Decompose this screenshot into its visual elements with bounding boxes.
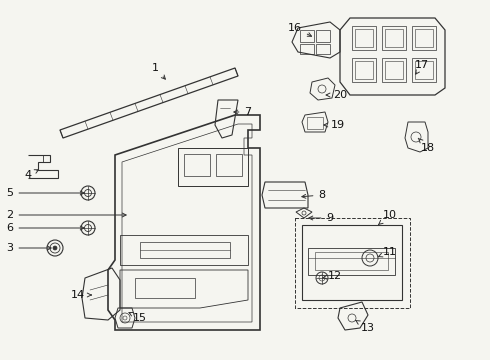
Bar <box>216 154 242 176</box>
Bar <box>385 61 403 79</box>
Bar <box>382 58 406 82</box>
Bar <box>355 61 373 79</box>
Text: 15: 15 <box>129 312 147 323</box>
Text: 1: 1 <box>151 63 165 79</box>
Bar <box>300 30 314 42</box>
Text: 14: 14 <box>71 290 91 300</box>
Bar <box>316 30 330 42</box>
Bar <box>295 218 410 308</box>
Text: 3: 3 <box>6 243 51 253</box>
Bar <box>415 61 433 79</box>
Text: 4: 4 <box>24 170 39 180</box>
Bar <box>382 26 406 50</box>
Bar <box>316 44 330 54</box>
Text: 17: 17 <box>415 60 429 74</box>
Text: 12: 12 <box>322 271 342 281</box>
Text: 16: 16 <box>288 23 312 36</box>
Text: 6: 6 <box>6 223 84 233</box>
Text: 20: 20 <box>326 90 347 100</box>
Text: 19: 19 <box>324 120 345 130</box>
Bar <box>307 117 323 129</box>
Text: 18: 18 <box>418 138 435 153</box>
Text: 9: 9 <box>309 213 334 223</box>
Text: 5: 5 <box>6 188 84 198</box>
Text: 8: 8 <box>302 190 325 200</box>
Bar <box>385 29 403 47</box>
Text: 7: 7 <box>234 107 251 117</box>
Bar <box>178 148 248 186</box>
Circle shape <box>53 246 57 250</box>
Text: 10: 10 <box>378 210 397 225</box>
Bar <box>300 44 314 54</box>
Bar <box>184 154 210 176</box>
Text: 13: 13 <box>356 320 375 333</box>
Bar <box>412 26 436 50</box>
Bar <box>415 29 433 47</box>
Text: 11: 11 <box>378 247 397 257</box>
Bar <box>412 58 436 82</box>
Text: 2: 2 <box>6 210 126 220</box>
Bar <box>355 29 373 47</box>
Bar <box>352 26 376 50</box>
Bar <box>352 58 376 82</box>
